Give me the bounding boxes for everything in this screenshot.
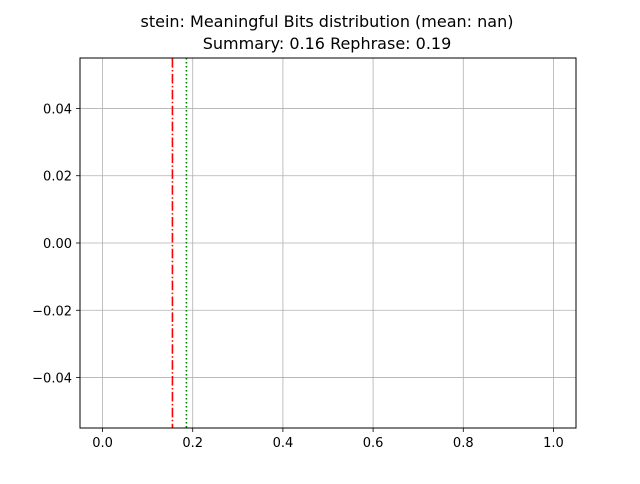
- y-axis: 0.04 0.02 0.00 −0.02 −0.04: [32, 102, 80, 387]
- x-tick-label: 0.4: [273, 436, 294, 451]
- x-tick-label: 1.0: [543, 436, 564, 451]
- x-axis: 0.0 0.2 0.4 0.6 0.8 1.0: [92, 428, 564, 451]
- grid: [80, 58, 576, 428]
- y-tick-label: 0.02: [43, 170, 72, 185]
- vertical-lines: [171, 58, 188, 428]
- x-tick-label: 0.8: [453, 436, 474, 451]
- y-tick-label: 0.04: [43, 102, 72, 117]
- x-tick-label: 0.0: [92, 436, 113, 451]
- x-tick-label: 0.2: [182, 436, 203, 451]
- x-tick-label: 0.6: [363, 436, 384, 451]
- y-tick-label: 0.00: [43, 237, 72, 252]
- y-tick-label: −0.04: [32, 372, 72, 387]
- chart-subtitle: Summary: 0.16 Rephrase: 0.19: [203, 34, 452, 53]
- y-tick-label: −0.02: [32, 304, 72, 319]
- chart-title: stein: Meaningful Bits distribution (mea…: [141, 12, 514, 31]
